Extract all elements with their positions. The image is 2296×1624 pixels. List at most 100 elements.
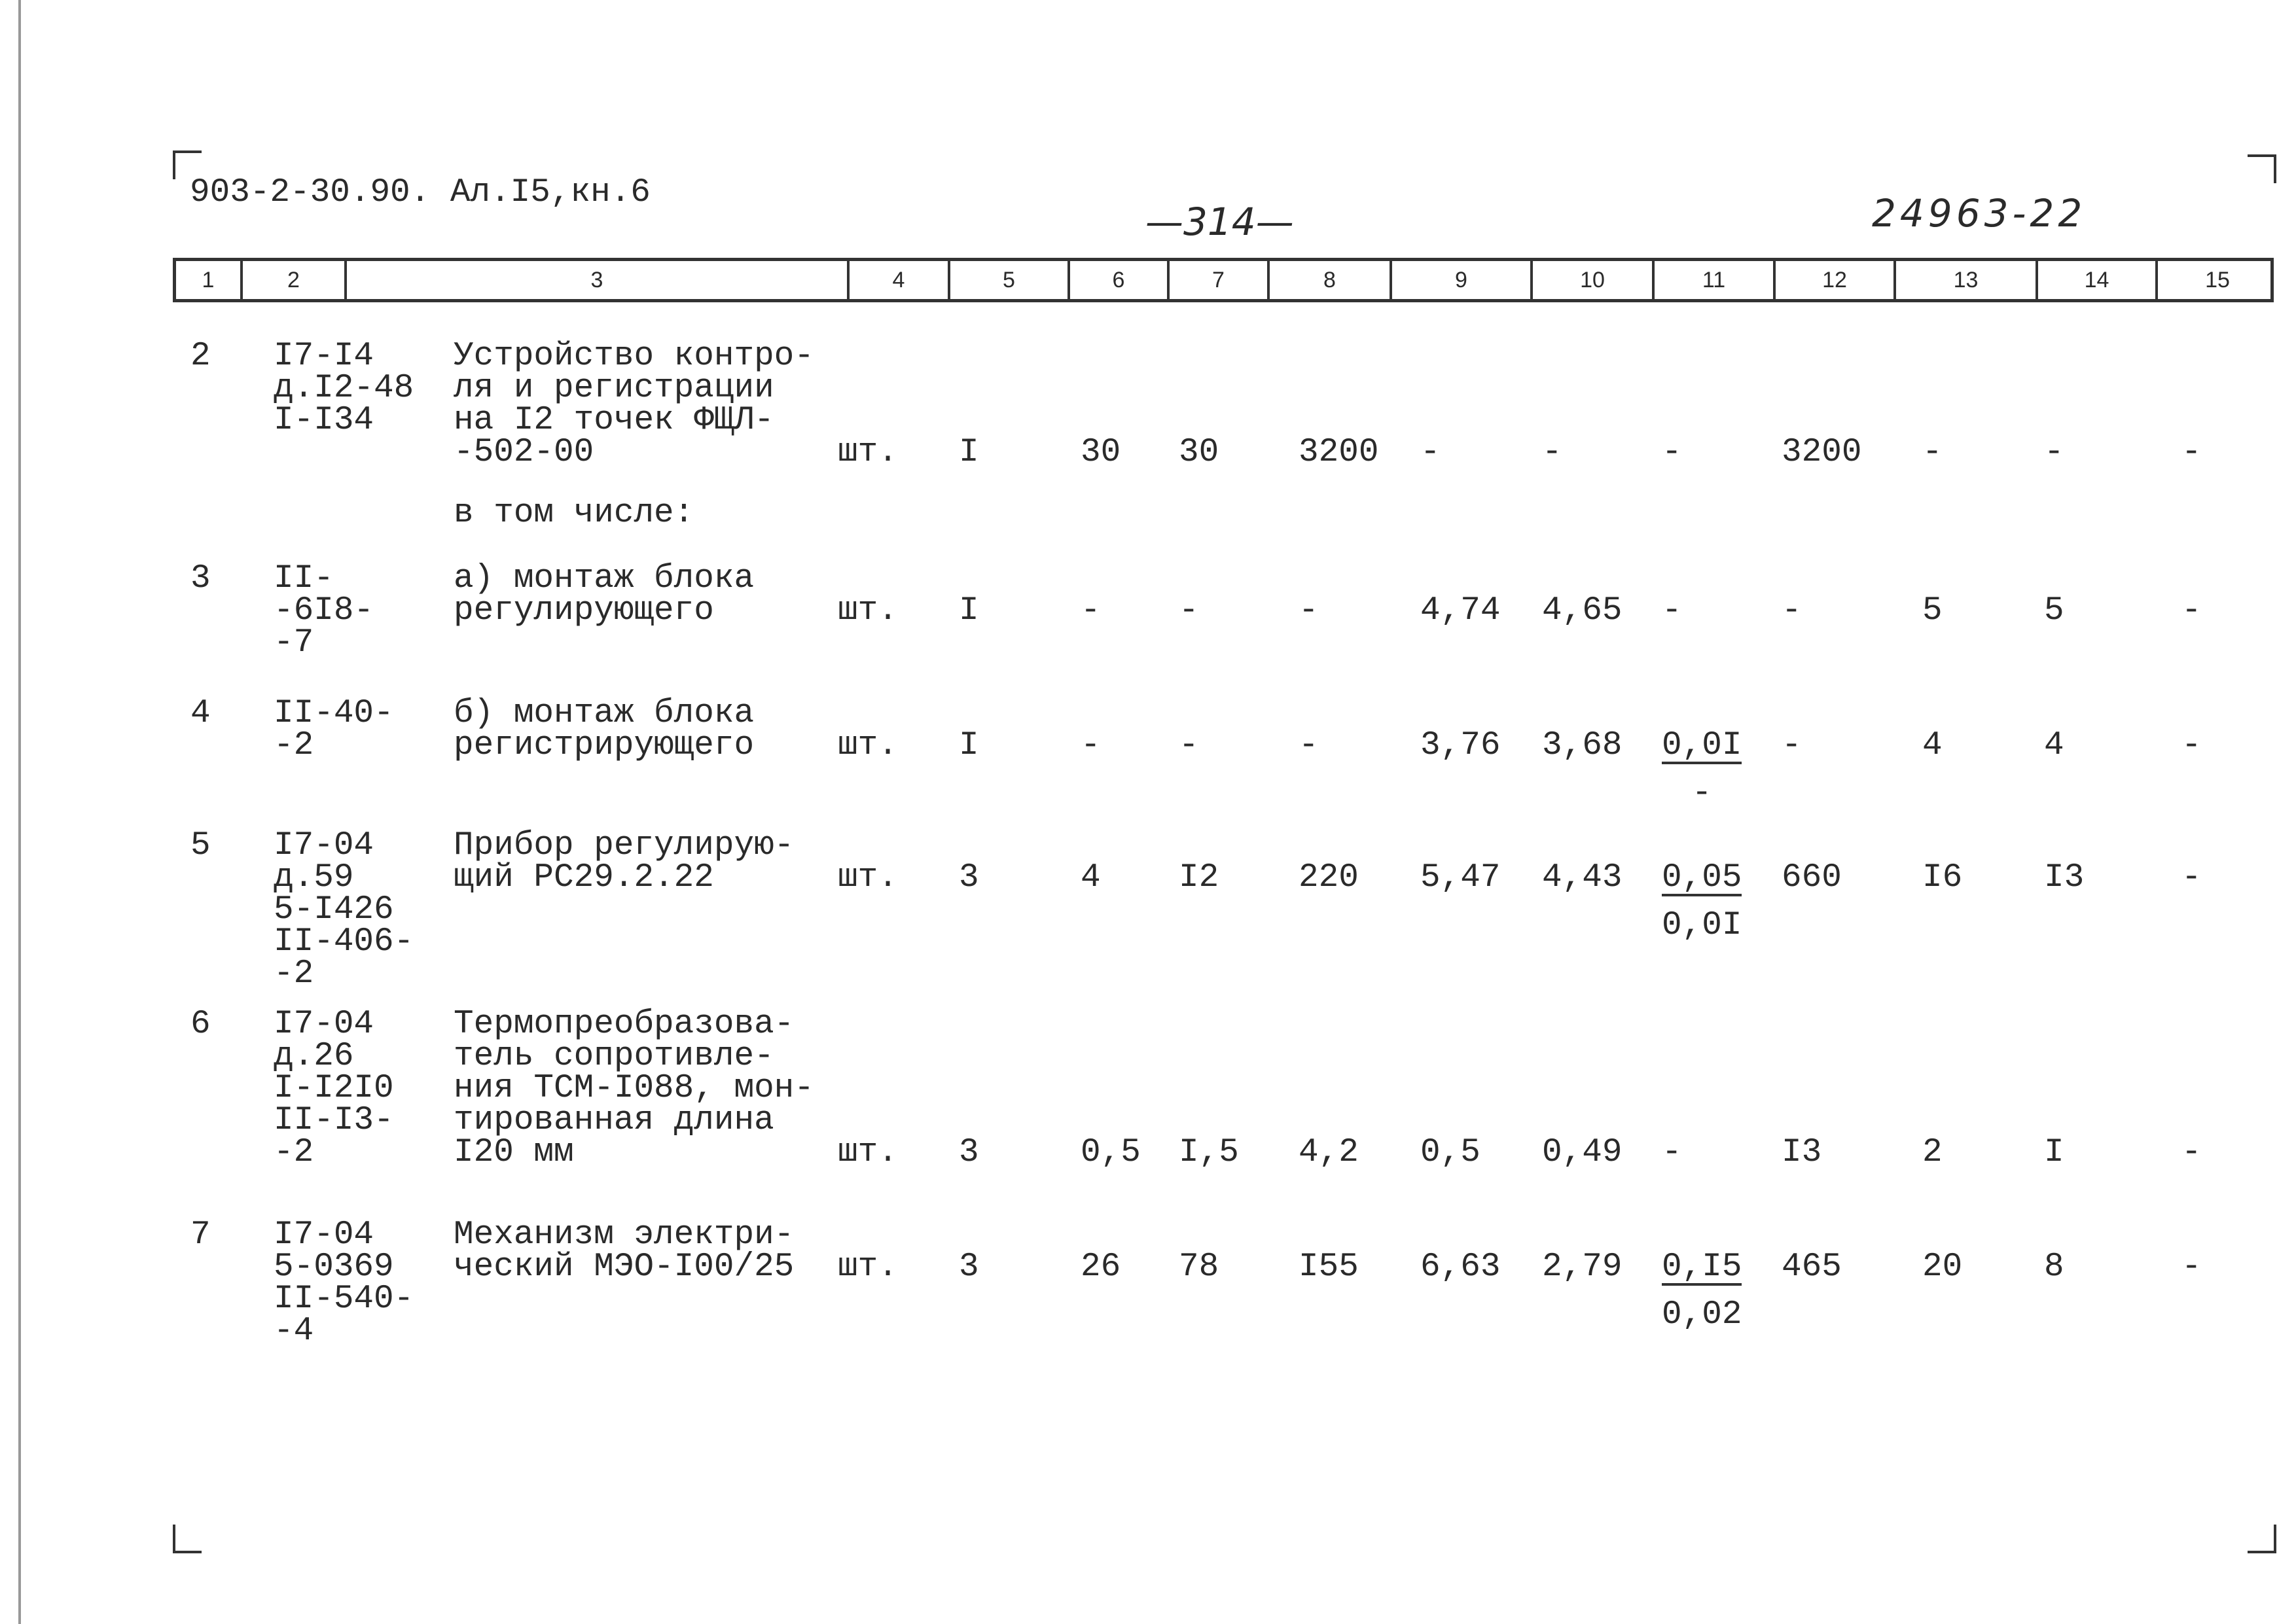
row-7-col-12: 465 xyxy=(1782,1248,1842,1286)
row-6-col-4: шт. xyxy=(838,1134,898,1171)
row-4-col-4: шт. xyxy=(838,727,898,764)
row-3-col-13: 5 xyxy=(1922,592,1943,629)
row-5-col-12: 660 xyxy=(1782,859,1842,896)
row-3-col-6: - xyxy=(1081,592,1101,629)
document-code: 903-2-30.90. Ал.I5,кн.6 xyxy=(190,174,651,211)
fraction-numerator: 0,I5 xyxy=(1662,1248,1742,1286)
column-header-12: 12 xyxy=(1773,261,1893,299)
row-2-col-3: Устройство контро- ля и регистрации на I… xyxy=(454,338,814,471)
row-3-col-15: - xyxy=(2181,592,2202,629)
fraction-denominator: - xyxy=(1691,775,1712,812)
row-6-col-6: 0,5 xyxy=(1081,1134,1141,1171)
row-4-col-3: б) монтаж блока регистрирующего xyxy=(454,695,755,764)
row-3-col-12: - xyxy=(1782,592,1802,629)
row-7-col-3: Механизм электри- ческий МЭО-I00/25 xyxy=(454,1216,795,1286)
row-5-col-2: I7-04 д.59 5-I426 II-406- -2 xyxy=(274,827,414,993)
row-6-col-14: I xyxy=(2044,1134,2064,1171)
row-3-col-3: а) монтаж блока регулирующего xyxy=(454,560,755,629)
row-3-col-7: - xyxy=(1179,592,1199,629)
column-header-14: 14 xyxy=(2036,261,2155,299)
row-6-col-9: 0,5 xyxy=(1420,1134,1480,1171)
row-6-col-8: 4,2 xyxy=(1299,1134,1359,1171)
column-header-6: 6 xyxy=(1067,261,1167,299)
row-5-col-4: шт. xyxy=(838,859,898,896)
fraction-numerator: - xyxy=(1662,434,1682,471)
row-6-col-15: - xyxy=(2181,1134,2202,1171)
row-3-col-8: - xyxy=(1299,592,1319,629)
column-header-11: 11 xyxy=(1652,261,1773,299)
row-7-col-7: 78 xyxy=(1179,1248,1219,1286)
row-6-col-2: I7-04 д.26 I-I2I0 II-I3- -2 xyxy=(274,1006,394,1171)
row-2-col-11: - xyxy=(1662,434,1682,471)
row-2-col-6: 30 xyxy=(1081,434,1121,471)
row-6-col-12: I3 xyxy=(1782,1134,1822,1171)
row-6-col-11: - xyxy=(1662,1134,1682,1171)
row-5-col-6: 4 xyxy=(1081,859,1101,896)
row-7-col-14: 8 xyxy=(2044,1248,2064,1286)
row-3-col-11: - xyxy=(1662,592,1682,629)
fraction-denominator: 0,0I xyxy=(1662,907,1742,944)
row-3-col-9: 4,74 xyxy=(1420,592,1501,629)
row-4-col-8: - xyxy=(1299,727,1319,764)
fraction-numerator: - xyxy=(1662,1134,1682,1171)
column-header-2: 2 xyxy=(240,261,344,299)
row-3-col-1: 3 xyxy=(190,560,211,597)
row-6-col-3: Термопреобразова- тель сопротивле- ния Т… xyxy=(454,1006,814,1171)
row-6-col-1: 6 xyxy=(190,1006,211,1043)
row-5-col-7: I2 xyxy=(1179,859,1219,896)
row-7-col-10: 2,79 xyxy=(1542,1248,1623,1286)
row-4-col-13: 4 xyxy=(1922,727,1943,764)
row-6-col-7: I,5 xyxy=(1179,1134,1239,1171)
row-7-col-8: I55 xyxy=(1299,1248,1359,1286)
page-number: —314— xyxy=(1145,200,1294,244)
row-7-col-9: 6,63 xyxy=(1420,1248,1501,1286)
row-3-col-10: 4,65 xyxy=(1542,592,1623,629)
row-6-col-13: 2 xyxy=(1922,1134,1943,1171)
row-7-col-11: 0,I5 0,02 xyxy=(1662,1248,1742,1333)
column-header-9: 9 xyxy=(1390,261,1530,299)
row-2-col-15: - xyxy=(2181,434,2202,471)
row-7-col-5: 3 xyxy=(959,1248,979,1286)
row-7-col-2: I7-04 5-0369 II-540- -4 xyxy=(274,1216,414,1350)
column-header-4: 4 xyxy=(847,261,948,299)
column-header-3: 3 xyxy=(344,261,847,299)
row-5-col-8: 220 xyxy=(1299,859,1359,896)
row-3-col-14: 5 xyxy=(2044,592,2064,629)
column-header-15: 15 xyxy=(2155,261,2277,299)
subcaption: в том числе: xyxy=(454,495,694,532)
row-5-col-13: I6 xyxy=(1922,859,1963,896)
row-2-col-4: шт. xyxy=(838,434,898,471)
row-4-col-12: - xyxy=(1782,727,1802,764)
fraction-numerator: 0,05 xyxy=(1662,859,1742,896)
column-header-7: 7 xyxy=(1167,261,1267,299)
column-header-1: 1 xyxy=(202,267,215,292)
row-4-col-10: 3,68 xyxy=(1542,727,1623,764)
row-5-col-11: 0,05 0,0I xyxy=(1662,859,1742,944)
column-header-5: 5 xyxy=(948,261,1067,299)
row-2-col-12: 3200 xyxy=(1782,434,1862,471)
row-6-col-5: 3 xyxy=(959,1134,979,1171)
row-7-col-4: шт. xyxy=(838,1248,898,1286)
row-2-col-10: - xyxy=(1542,434,1562,471)
row-5-col-10: 4,43 xyxy=(1542,859,1623,896)
row-2-col-14: - xyxy=(2044,434,2064,471)
row-4-col-2: II-40- -2 xyxy=(274,695,394,764)
row-4-col-1: 4 xyxy=(190,695,211,732)
corner-mark-tl xyxy=(173,150,202,179)
fraction-denominator: 0,02 xyxy=(1662,1296,1742,1333)
row-5-col-1: 5 xyxy=(190,827,211,864)
column-header-8: 8 xyxy=(1267,261,1390,299)
row-2-col-2: I7-I4 д.I2-48 I-I34 xyxy=(274,338,414,439)
row-3-col-4: шт. xyxy=(838,592,898,629)
fraction-numerator: - xyxy=(1662,592,1682,629)
corner-mark-br xyxy=(2248,1525,2276,1553)
row-2-col-9: - xyxy=(1420,434,1441,471)
column-number-header: 1 2 3 4 5 6 7 8 9 10 11 12 13 14 15 xyxy=(173,258,2274,302)
row-2-col-8: 3200 xyxy=(1299,434,1379,471)
row-2-col-5: I xyxy=(959,434,979,471)
row-2-col-1: 2 xyxy=(190,338,211,375)
scan-edge xyxy=(18,0,21,1624)
row-4-col-9: 3,76 xyxy=(1420,727,1501,764)
fraction-numerator: 0,0I xyxy=(1662,727,1742,764)
row-4-col-7: - xyxy=(1179,727,1199,764)
